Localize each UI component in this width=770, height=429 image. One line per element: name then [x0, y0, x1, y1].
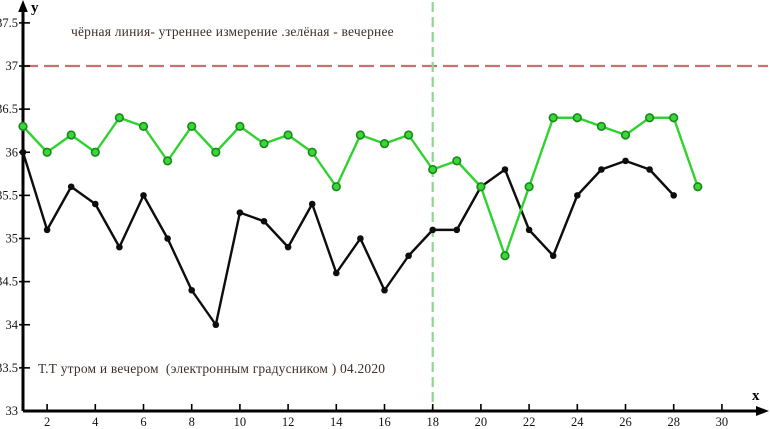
x-tick-label: 28	[667, 415, 680, 429]
x-tick-label: 18	[426, 415, 439, 429]
evening-data-point	[644, 113, 655, 123]
evening-data-point	[379, 139, 390, 149]
evening-data-point	[283, 130, 293, 140]
y-tick-label: 37.5	[0, 16, 18, 30]
x-tick-label: 24	[571, 415, 584, 429]
evening-data-point	[596, 121, 607, 131]
morning-series-line	[21, 151, 675, 326]
morning-data-point	[381, 286, 388, 294]
morning-data-point	[405, 252, 412, 260]
evening-data-point	[355, 130, 366, 140]
morning-data-point	[140, 192, 147, 199]
evening-data-point	[500, 251, 510, 261]
morning-data-point	[19, 148, 27, 156]
morning-data-point	[670, 192, 677, 199]
evening-data-point	[404, 130, 414, 140]
evening-data-point	[620, 130, 631, 140]
evening-data-point	[235, 121, 245, 131]
morning-data-point	[525, 226, 533, 234]
evening-data-point	[163, 156, 173, 166]
evening-data-point	[476, 182, 486, 192]
morning-data-point	[646, 166, 653, 173]
evening-data-point	[307, 147, 317, 157]
caption-note: Т.Т утром и вечером (электронным градусн…	[38, 361, 386, 376]
y-tick-label: 35.5	[0, 188, 18, 202]
morning-data-point	[622, 157, 629, 165]
x-tick-label: 4	[92, 415, 99, 429]
morning-data-point	[357, 235, 364, 242]
x-axis-letter: x	[752, 388, 760, 404]
x-tick-label: 26	[619, 415, 632, 429]
y-tick-label: 36.5	[0, 102, 18, 116]
x-tick-label: 30	[716, 415, 729, 429]
y-tick-label: 33.5	[0, 361, 18, 375]
evening-data-point	[187, 121, 197, 131]
morning-data-point	[333, 269, 340, 277]
evening-data-point	[42, 147, 52, 157]
evening-data-point	[572, 113, 582, 123]
morning-data-point	[284, 243, 292, 251]
evening-data-point	[259, 139, 269, 149]
x-tick-label: 22	[523, 415, 536, 429]
y-axis-arrow-icon	[18, 0, 28, 12]
morning-data-point	[574, 192, 581, 199]
morning-data-point	[43, 226, 51, 234]
y-axis-letter: y	[31, 0, 39, 16]
x-tick-label: 8	[189, 415, 195, 429]
morning-data-point	[549, 252, 557, 260]
x-tick-label: 6	[140, 415, 146, 429]
morning-data-point	[501, 166, 509, 173]
evening-data-point	[331, 182, 341, 192]
morning-data-point	[308, 200, 316, 208]
evening-data-point	[524, 182, 534, 192]
morning-data-point	[116, 243, 123, 251]
evening-data-point	[548, 113, 558, 123]
evening-data-point	[18, 121, 28, 131]
evening-data-point	[428, 164, 438, 175]
y-tick-label: 35	[6, 232, 19, 246]
x-axis-arrow-icon	[756, 406, 769, 416]
x-tick-label: 2	[44, 415, 50, 429]
x-tick-label: 20	[475, 415, 488, 429]
morning-data-point	[429, 226, 437, 234]
evening-data-point	[90, 147, 100, 157]
evening-data-point	[669, 113, 679, 123]
x-tick-label: 10	[234, 415, 247, 429]
morning-data-point	[453, 226, 461, 234]
evening-data-point	[138, 121, 149, 131]
y-tick-label: 36	[6, 145, 19, 159]
morning-data-point	[598, 166, 605, 173]
morning-data-point	[212, 321, 220, 329]
evening-data-point	[452, 156, 462, 166]
morning-data-point	[92, 200, 99, 208]
x-tick-label: 12	[282, 415, 295, 429]
y-tick-label: 37	[6, 59, 19, 73]
morning-data-point	[188, 286, 195, 294]
evening-data-point	[114, 113, 124, 123]
morning-data-point	[164, 235, 171, 242]
legend-note: чёрная линия- утреннее измерение .зелёна…	[71, 24, 394, 39]
evening-data-point	[211, 147, 221, 157]
y-tick-label: 34	[6, 318, 19, 332]
x-tick-label: 14	[330, 415, 343, 429]
y-tick-label: 34.5	[0, 275, 18, 289]
x-tick-label: 16	[378, 415, 391, 429]
evening-data-point	[66, 130, 76, 140]
y-tick-label: 33	[6, 404, 19, 418]
morning-data-point	[236, 209, 244, 216]
evening-data-point	[693, 182, 703, 192]
morning-data-point	[260, 217, 268, 225]
morning-data-point	[67, 183, 75, 191]
